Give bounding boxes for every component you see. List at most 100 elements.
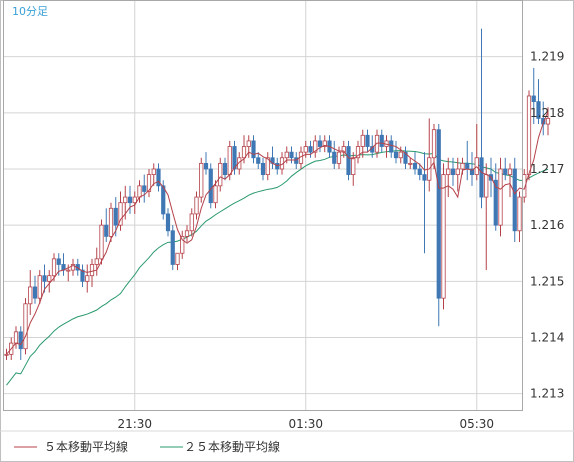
candle-body xyxy=(208,168,213,204)
candle xyxy=(260,157,266,181)
candle xyxy=(360,129,365,158)
candle-body xyxy=(70,264,76,271)
candle-body xyxy=(165,213,171,232)
candle-body xyxy=(465,162,470,170)
candle xyxy=(498,157,503,237)
candle xyxy=(184,225,190,243)
y-tick-label: 1.214 xyxy=(530,330,564,344)
candle-body xyxy=(4,353,9,356)
candle-body xyxy=(94,258,99,265)
candle-body xyxy=(365,134,370,147)
candle-body xyxy=(28,286,33,305)
candle xyxy=(118,191,123,231)
candle xyxy=(37,270,42,304)
candle-body xyxy=(317,140,323,147)
candle-body xyxy=(237,157,242,170)
candle xyxy=(189,208,194,237)
candle-body xyxy=(260,162,266,176)
candle xyxy=(142,174,147,203)
candle-body xyxy=(241,146,247,159)
candle xyxy=(66,264,71,282)
candle xyxy=(199,157,204,203)
ma5-series xyxy=(6,111,549,355)
candle-body xyxy=(450,168,456,176)
candle-body xyxy=(142,185,147,192)
candle xyxy=(536,79,541,125)
candle-body xyxy=(170,230,175,265)
candle-body xyxy=(151,168,156,176)
legend-label-ma5: ５本移動平均線 xyxy=(44,439,128,454)
candle-body xyxy=(536,101,541,119)
x-tick-label: 05:30 xyxy=(459,417,494,431)
y-tick-label: 1.219 xyxy=(530,50,564,64)
candle xyxy=(289,146,294,164)
candle-body xyxy=(80,269,85,282)
candle-body xyxy=(108,207,114,237)
candle-body xyxy=(251,140,256,159)
candle xyxy=(507,163,513,198)
candle-body xyxy=(66,269,71,272)
candle-body xyxy=(123,196,128,204)
y-tick-label: 1.218 xyxy=(530,106,564,120)
candle-body xyxy=(493,179,498,226)
candle-body xyxy=(412,162,418,170)
candle-body xyxy=(256,157,261,164)
candle-body xyxy=(118,202,123,226)
candle xyxy=(165,208,171,237)
candle xyxy=(237,152,242,175)
candle-body xyxy=(227,146,232,176)
candle-body xyxy=(246,140,251,147)
candle xyxy=(379,129,384,153)
candle xyxy=(132,191,137,214)
candle xyxy=(308,140,313,158)
candle xyxy=(23,298,28,355)
candle xyxy=(303,140,308,158)
candle-body xyxy=(199,162,204,198)
y-tick-label: 1.215 xyxy=(530,274,564,288)
candle xyxy=(455,157,460,192)
candle-body xyxy=(175,252,180,265)
candle-body xyxy=(469,168,475,176)
candle-body xyxy=(89,264,95,277)
candle-body xyxy=(23,303,28,350)
candle xyxy=(393,140,399,164)
candle-body xyxy=(393,151,399,159)
candle-body xyxy=(85,275,90,282)
candle xyxy=(441,163,446,310)
candle-body xyxy=(284,151,289,159)
candle xyxy=(403,146,408,169)
candle-body xyxy=(517,196,522,232)
candle-body xyxy=(294,157,299,164)
candle-body xyxy=(137,185,142,198)
candle xyxy=(70,258,76,276)
candle-body xyxy=(379,134,384,147)
ma5-line xyxy=(6,111,549,355)
candle xyxy=(89,258,95,287)
candle-body xyxy=(222,162,228,176)
candle xyxy=(313,135,318,158)
candle xyxy=(28,270,33,316)
candle xyxy=(104,208,109,243)
candle-body xyxy=(218,162,223,187)
candle-body xyxy=(455,168,460,176)
candle-body xyxy=(503,168,508,176)
x-tick-label: 21:30 xyxy=(117,417,152,431)
candle-body xyxy=(446,168,451,176)
candle-body xyxy=(47,275,52,282)
candle-body xyxy=(184,230,190,237)
candle xyxy=(389,135,394,158)
candle xyxy=(512,157,517,243)
y-tick-label: 1.213 xyxy=(530,387,564,401)
candle xyxy=(365,129,370,153)
candle-body xyxy=(213,185,218,204)
candle xyxy=(256,152,261,169)
candle xyxy=(99,219,104,265)
candle-body xyxy=(417,168,422,176)
candle xyxy=(194,191,199,220)
candle-body xyxy=(56,258,61,265)
candle-body xyxy=(18,331,23,350)
candle-body xyxy=(194,196,199,215)
candle-body xyxy=(275,162,280,170)
candle xyxy=(175,252,180,271)
